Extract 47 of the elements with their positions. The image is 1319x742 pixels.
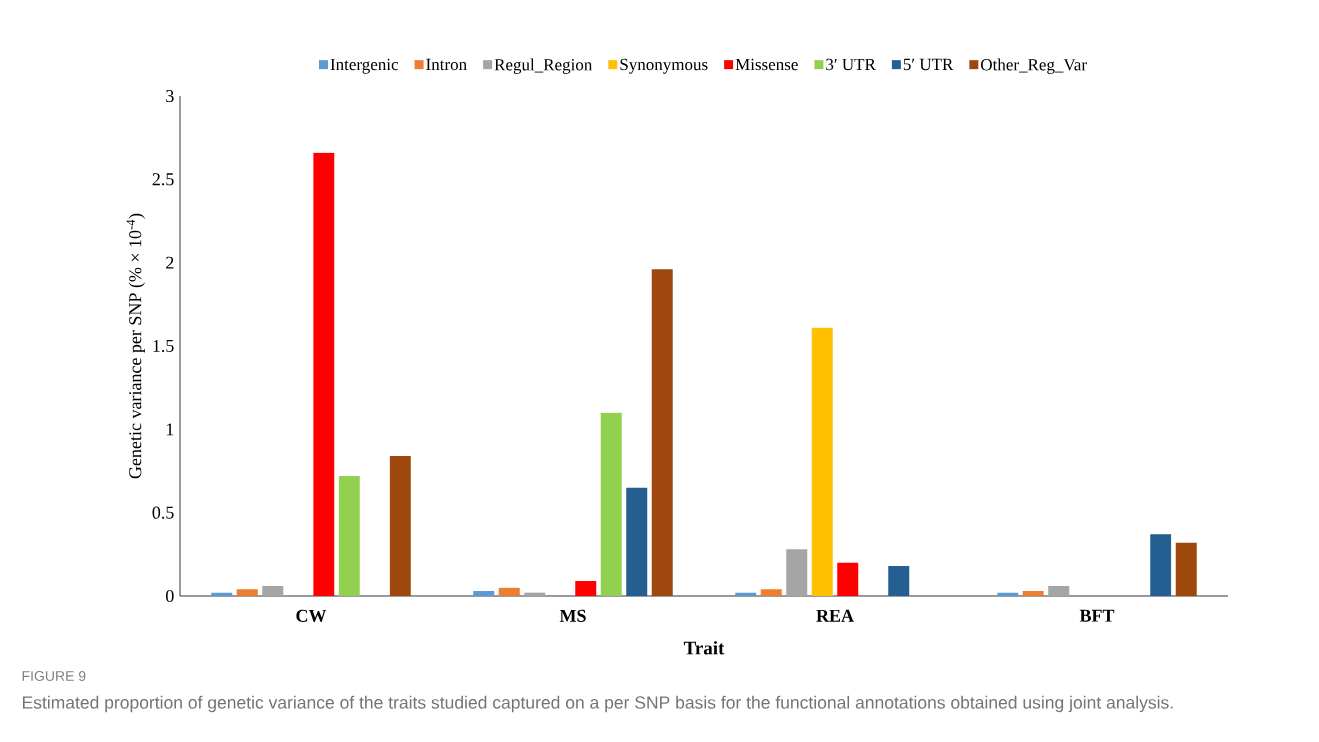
bar	[626, 487, 648, 596]
x-axis-title: Trait	[683, 641, 725, 655]
y-tick-label: 1	[166, 423, 174, 436]
bar	[735, 592, 757, 596]
legend-label: 5′ UTR	[903, 58, 954, 71]
legend-label: Intergenic	[330, 58, 399, 74]
bar	[473, 591, 495, 596]
x-tick-label: CW	[296, 609, 327, 622]
text: Estimated proportion of genetic variance of the traits studied captured on a per SNP basis for the functional annotations obtained using joint analysis.	[22, 695, 1173, 713]
y-axis-title: Genetic variance per SNP (% × 10$^{-4}$)	[126, 213, 145, 479]
bar	[498, 587, 520, 596]
y-tick-label: 2	[166, 256, 174, 269]
bar	[760, 589, 782, 596]
bar	[997, 592, 1019, 596]
bar	[600, 412, 622, 596]
y-tick-label: 1.5	[153, 339, 174, 353]
bar	[338, 476, 360, 596]
bar	[389, 456, 411, 596]
legend-label: Missense	[735, 58, 798, 71]
bar	[236, 589, 258, 596]
y-tick-label: 0.5	[152, 506, 174, 519]
legend-label: Intron	[426, 58, 467, 71]
bar	[1022, 591, 1044, 596]
bar	[651, 269, 673, 596]
legend-label: Regul_Region	[494, 58, 593, 74]
bar	[1175, 542, 1197, 596]
caption: FIGURE 9	[22, 671, 86, 681]
bar	[524, 592, 546, 596]
bar	[262, 586, 284, 596]
bar	[1048, 586, 1070, 596]
bar	[811, 327, 833, 596]
legend-label: Other_Reg_Var	[981, 58, 1087, 74]
bar	[888, 566, 910, 596]
x-tick-label: REA	[816, 609, 854, 622]
y-tick-label: 2.5	[152, 173, 174, 186]
y-tick-label: 0	[166, 589, 174, 603]
bar	[313, 152, 335, 596]
bar	[1150, 534, 1172, 596]
y-tick-label: 3	[166, 89, 174, 103]
bar	[575, 581, 597, 596]
bar	[837, 562, 859, 596]
legend-label: 3′ UTR	[826, 58, 876, 71]
bar	[211, 592, 233, 596]
legend-label: Synonymous	[620, 58, 708, 74]
bar	[786, 549, 808, 596]
x-tick-label: MS	[559, 609, 586, 622]
x-tick-label: BFT	[1079, 609, 1115, 622]
